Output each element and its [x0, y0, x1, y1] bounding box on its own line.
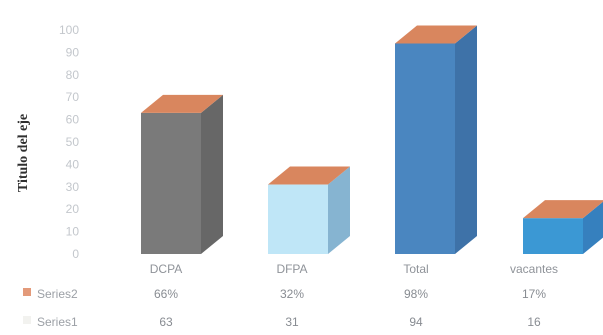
category-labels: DCPA DFPA Total vacantes [150, 262, 558, 276]
table-value: 31 [285, 315, 299, 329]
table-value: 66% [154, 287, 178, 301]
y-tick-label: 80 [66, 68, 80, 82]
y-tick-label: 10 [66, 225, 80, 239]
bar-front [395, 43, 455, 254]
bar-top [141, 94, 223, 113]
category-label: DCPA [150, 262, 182, 276]
bars [141, 25, 603, 254]
y-tick-label: 20 [66, 202, 80, 216]
bar-side [583, 201, 603, 254]
bar-front [523, 218, 583, 254]
bar-top [268, 166, 350, 185]
y-axis-title: Titulo del eje [16, 114, 31, 192]
table-value: 17% [522, 287, 546, 301]
bar-front [268, 184, 328, 254]
table-value: 94 [409, 315, 423, 329]
y-tick-label: 100 [59, 23, 79, 37]
bar-side [201, 94, 223, 254]
data-table: Series2 66% 32% 98% 17% Series1 63 31 94 16 [23, 287, 546, 329]
table-value: 98% [404, 287, 428, 301]
bar-total [395, 25, 477, 254]
bar-vacantes [523, 200, 603, 254]
bar-top [523, 200, 603, 219]
y-tick-label: 30 [66, 180, 80, 194]
y-tick-label: 50 [66, 135, 80, 149]
legend-swatch [23, 288, 31, 296]
bar-side [328, 166, 350, 254]
table-value: 16 [527, 315, 541, 329]
y-axis-ticks: 0 10 20 30 40 50 60 70 80 90 100 [59, 23, 79, 261]
y-tick-label: 0 [72, 247, 79, 261]
y-tick-label: 40 [66, 157, 80, 171]
legend-swatch [23, 316, 31, 324]
series2-row: Series2 66% 32% 98% 17% [23, 287, 546, 301]
bar-front [141, 112, 201, 254]
bar-dfpa [268, 166, 350, 254]
series-name: Series2 [37, 287, 78, 301]
series1-row: Series1 63 31 94 16 [23, 315, 541, 329]
series-name: Series1 [37, 315, 78, 329]
bar-side [455, 25, 477, 254]
bar-dcpa [141, 94, 223, 254]
category-label: DFPA [276, 262, 307, 276]
bar-top [395, 25, 477, 44]
table-value: 63 [159, 315, 173, 329]
y-tick-label: 90 [66, 45, 80, 59]
y-tick-label: 70 [66, 90, 80, 104]
category-label: vacantes [510, 262, 558, 276]
category-label: Total [403, 262, 428, 276]
y-tick-label: 60 [66, 113, 80, 127]
table-value: 32% [280, 287, 304, 301]
